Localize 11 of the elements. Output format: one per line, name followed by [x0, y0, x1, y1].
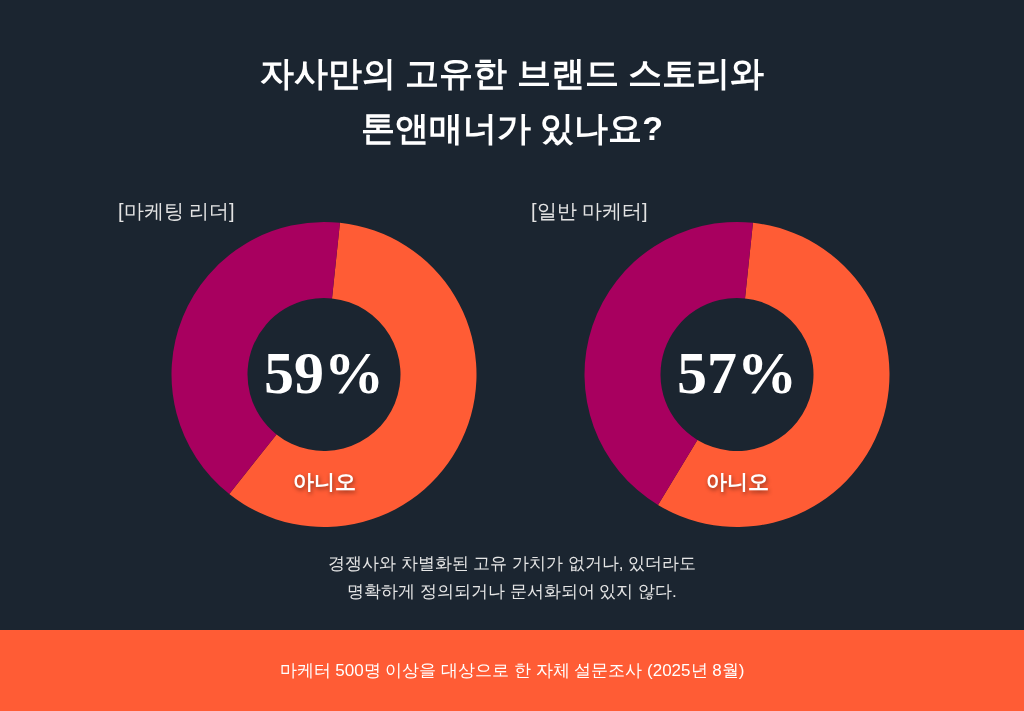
donut-slice	[229, 222, 477, 527]
chart-title: [일반 마케터]	[531, 200, 648, 222]
slice-label: 아니오	[705, 469, 769, 492]
text: 자사만의 고유한 브랜드 스토리와 톤앤매너가 있나요?	[259, 54, 765, 147]
text: 경쟁사와 차별화된 고유 가치가 없거나, 있더라도 명확하게 정의되거나 문서화되어 있지 않다.	[327, 554, 697, 601]
slice-label: 아니오	[292, 469, 356, 492]
chart-title: [마케팅 리더]	[118, 200, 235, 222]
data-label: 57%	[677, 339, 797, 406]
data-label: 59%	[264, 339, 384, 406]
text: 마케터 500명 이상을 대상으로 한 자체 설문조사 (2025년 8월)	[279, 661, 745, 680]
donut-slice	[658, 222, 890, 527]
